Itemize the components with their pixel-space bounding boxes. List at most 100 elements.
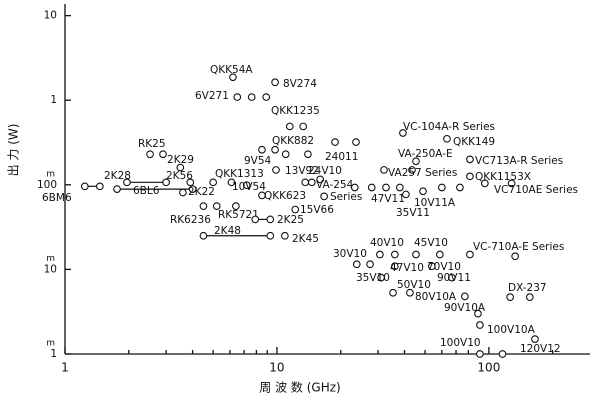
- point-label: 6BM6: [42, 192, 72, 204]
- point: [506, 293, 515, 301]
- x-tick-label: 1: [61, 361, 69, 375]
- point-label: 10V11A: [414, 197, 456, 209]
- point-label: 2K29: [167, 154, 194, 166]
- point-label: QKK1313: [215, 168, 264, 180]
- point-label: VC-710A-E Series: [473, 241, 564, 253]
- point: [307, 178, 316, 187]
- point: [262, 93, 271, 101]
- point: [350, 183, 359, 192]
- y-tick-label: 1: [50, 94, 57, 106]
- point: [316, 175, 325, 184]
- point: [476, 321, 484, 329]
- point-label: 13V92: [285, 165, 319, 177]
- point: [162, 178, 170, 187]
- point: [367, 183, 376, 192]
- point: [285, 122, 294, 131]
- point: [188, 185, 197, 193]
- point: [412, 157, 420, 166]
- point: [456, 183, 464, 192]
- point: [406, 288, 414, 297]
- point: [113, 185, 121, 193]
- point: [304, 150, 312, 159]
- point-label: QKK149: [453, 136, 495, 148]
- point-label: 120V12: [520, 343, 561, 355]
- point: [233, 93, 242, 101]
- y-tick-unit: m: [46, 169, 55, 179]
- point-label: QKK54A: [210, 64, 253, 76]
- point: [389, 288, 397, 297]
- point: [352, 260, 361, 269]
- point: [531, 335, 539, 343]
- point-label: 47V11: [371, 193, 405, 205]
- point: [159, 150, 167, 159]
- point-label: RK6236: [170, 214, 211, 226]
- point: [301, 178, 310, 187]
- point: [247, 93, 256, 101]
- point: [376, 250, 384, 259]
- point: [466, 250, 474, 259]
- point-label: 24011: [325, 151, 358, 163]
- point: [242, 181, 251, 190]
- point: [95, 182, 104, 191]
- point-label: 9V54: [244, 155, 272, 167]
- point: [399, 129, 407, 137]
- point: [271, 78, 279, 87]
- point: [176, 163, 185, 172]
- point: [199, 202, 208, 210]
- point: [507, 179, 516, 188]
- point-label: 15V66: [300, 204, 334, 216]
- point-label: RK5721: [218, 209, 259, 221]
- point: [498, 350, 507, 358]
- point: [382, 183, 390, 192]
- point-label: 70V10: [427, 261, 461, 273]
- point: [299, 122, 308, 131]
- point-label: 100V10: [440, 337, 481, 349]
- point-label: 80V10A: [415, 291, 457, 303]
- point: [447, 273, 456, 282]
- point: [443, 134, 451, 143]
- point: [511, 252, 519, 261]
- point: [435, 250, 444, 259]
- point-label: 35V10: [356, 272, 390, 284]
- point: [251, 215, 260, 224]
- point-label: 100V10A: [487, 324, 536, 336]
- point: [390, 262, 399, 271]
- point: [266, 231, 275, 240]
- point: [466, 155, 474, 164]
- point-label: RK25: [138, 138, 166, 150]
- point: [380, 166, 388, 174]
- y-tick-label: 1: [50, 348, 57, 360]
- point: [179, 188, 187, 197]
- point-label: 45V10: [414, 237, 448, 249]
- point: [123, 178, 131, 187]
- y-tick-label: 10: [44, 10, 57, 22]
- point: [281, 231, 289, 240]
- point: [474, 309, 482, 318]
- point: [352, 138, 360, 146]
- point: [408, 166, 416, 174]
- x-tick-label: 10: [269, 361, 284, 375]
- point-label: QKK623: [264, 190, 306, 202]
- point: [258, 145, 266, 154]
- point-label: Series: [330, 191, 362, 203]
- point-label: 6BL6: [133, 185, 160, 197]
- point: [427, 262, 436, 271]
- point: [419, 187, 427, 196]
- point: [377, 273, 385, 282]
- point: [366, 260, 374, 269]
- y-tick-unit: m: [46, 339, 55, 349]
- point-label: QKK1235: [271, 105, 320, 117]
- point-label: QKK1153X: [475, 171, 531, 183]
- point-label: QKK882: [272, 135, 314, 147]
- point-label: 2K48: [214, 225, 241, 237]
- point-label: VA257 Series: [388, 167, 457, 179]
- point: [395, 183, 404, 192]
- x-tick-label: 100: [477, 361, 500, 375]
- point-label: 10V54: [232, 181, 266, 193]
- point: [209, 178, 217, 187]
- point: [266, 215, 275, 224]
- point-label: 47V10: [390, 262, 424, 274]
- point-label: VA-250A-E: [398, 148, 453, 160]
